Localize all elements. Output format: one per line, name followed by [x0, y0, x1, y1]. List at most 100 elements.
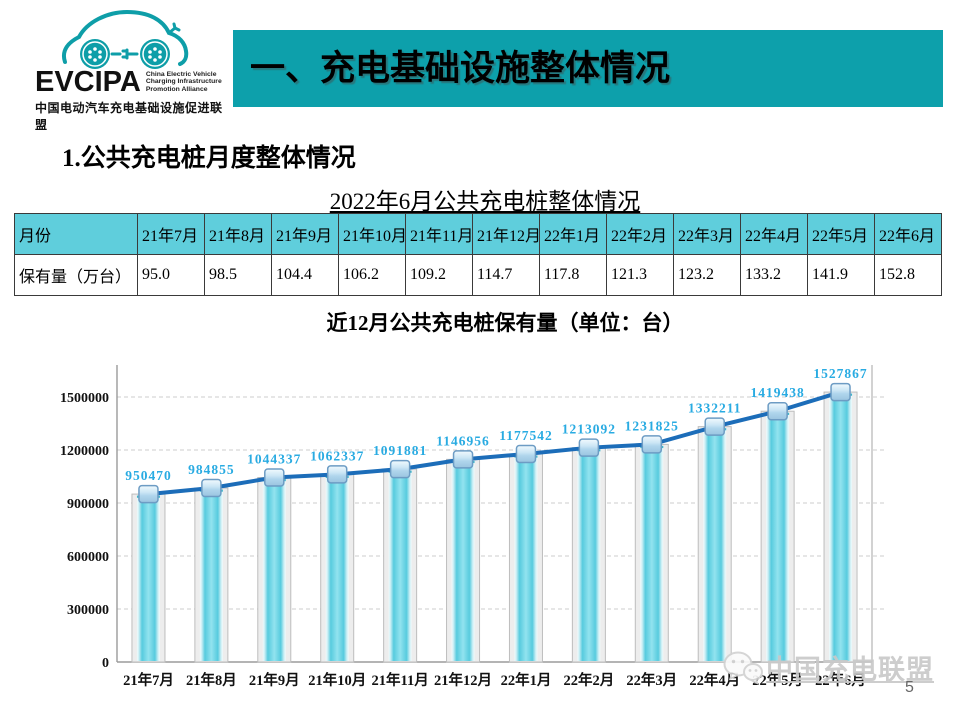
- table-row-label: 保有量（万台）: [14, 254, 138, 296]
- x-axis-label: 22年3月: [626, 671, 677, 689]
- x-axis-label: 21年8月: [186, 671, 237, 689]
- y-axis-label: 900000: [67, 497, 109, 512]
- line-marker: [830, 382, 851, 402]
- column-line-chart: 950470 984855 1044337 1062337 1091881 1146956…: [60, 365, 886, 689]
- y-axis-label: 600000: [67, 550, 109, 565]
- watermark: 中国充电联盟: [722, 648, 934, 687]
- data-label: 1527867: [813, 366, 867, 381]
- data-label: 950470: [125, 468, 172, 483]
- x-axis-label: 22年1月: [501, 671, 552, 689]
- bar: [640, 445, 664, 661]
- title-banner: 一、充电基础设施整体情况: [233, 30, 943, 107]
- line-series: [146, 390, 843, 497]
- line-marker: [389, 459, 411, 479]
- value-cell: 123.2: [673, 254, 741, 296]
- y-axis-label: 300000: [67, 603, 109, 618]
- line-marker: [326, 465, 348, 484]
- data-label: 1062337: [310, 448, 364, 463]
- x-axis-label: 21年11月: [372, 671, 429, 689]
- x-axis-label: 22年2月: [564, 671, 615, 689]
- bar: [577, 449, 601, 661]
- table-title: 2022年6月公共充电桩整体情况: [329, 189, 641, 214]
- bar: [388, 470, 412, 661]
- banner-title: 一、充电基础设施整体情况: [250, 49, 671, 88]
- ev-car-icon: [62, 9, 189, 69]
- month-header-cell: 21年10月: [338, 213, 406, 255]
- month-header-cell: 22年6月: [874, 213, 942, 255]
- y-axis-label: 1500000: [60, 391, 109, 406]
- data-label: 1231825: [625, 418, 679, 433]
- value-cell: 114.7: [472, 254, 540, 296]
- line-marker: [641, 435, 663, 454]
- line-marker: [452, 450, 474, 469]
- line-marker: [515, 444, 537, 464]
- value-cell: 106.2: [338, 254, 406, 296]
- value-cell: 152.8: [874, 254, 942, 296]
- bar: [514, 455, 538, 661]
- chart-title: 近12月公共充电桩保有量（单位：台）: [326, 311, 684, 335]
- x-axis-label: 21年9月: [249, 671, 300, 689]
- line-marker: [767, 401, 788, 421]
- month-header-cell: 22年4月: [740, 213, 808, 255]
- bar: [451, 460, 475, 661]
- data-label: 1332211: [688, 401, 742, 416]
- data-label: 1213092: [562, 422, 616, 437]
- bar: [136, 495, 160, 661]
- monthly-stats-table: 月份 21年7月 21年8月 21年9月 21年10月 21年11月 21年12月 22年1…: [14, 213, 942, 296]
- line-marker: [264, 468, 285, 487]
- line-marker: [138, 484, 159, 504]
- table-header-row: 月份 21年7月 21年8月 21年9月 21年10月 21年11月 21年12月 22年1…: [14, 213, 942, 255]
- page-number: 5: [905, 679, 914, 696]
- x-axis-label: 22年6月: [815, 671, 866, 689]
- logo-acronym: EVCIPA: [35, 66, 141, 98]
- value-cell: 117.8: [539, 254, 607, 296]
- month-header-cell: 21年8月: [204, 213, 272, 255]
- y-axis-label: 0: [102, 656, 109, 671]
- value-cell: 121.3: [606, 254, 674, 296]
- bar: [829, 393, 853, 661]
- data-label: 1146956: [436, 433, 490, 448]
- line-marker: [704, 417, 725, 436]
- value-cell: 141.9: [807, 254, 875, 296]
- data-label: 1044337: [247, 452, 301, 467]
- bar: [766, 412, 790, 661]
- watermark-text: 中国充电联盟: [766, 655, 934, 685]
- data-label: 1419438: [751, 385, 805, 400]
- value-cell: 109.2: [405, 254, 473, 296]
- logo-chinese-name: 中国电动汽车充电基础设施促进联盟: [35, 101, 223, 132]
- value-cell: 95.0: [137, 254, 205, 296]
- value-cell: 98.5: [204, 254, 272, 296]
- bar: [703, 428, 727, 661]
- month-header-cell: 21年7月: [137, 213, 205, 255]
- bar: [262, 479, 286, 661]
- month-header-cell: 22年3月: [673, 213, 741, 255]
- month-header-cell: 21年11月: [405, 213, 473, 255]
- month-header-cell: 21年12月: [472, 213, 540, 255]
- value-cell: 133.2: [740, 254, 808, 296]
- x-axis-label: 21年12月: [434, 671, 492, 689]
- month-header-cell: 22年2月: [606, 213, 674, 255]
- x-axis-label: 21年7月: [123, 671, 174, 689]
- month-header-cell: 22年5月: [807, 213, 875, 255]
- x-axis-label: 21年10月: [308, 671, 366, 689]
- wechat-icon: [723, 651, 763, 685]
- data-label: 984855: [188, 462, 235, 477]
- evcipa-logo: EVCIPA China Electric Vehicle Charging I…: [35, 6, 230, 133]
- line-marker: [578, 438, 600, 457]
- month-header-cell: 22年1月: [539, 213, 607, 255]
- bar: [325, 475, 349, 661]
- data-label: 1177542: [499, 428, 553, 443]
- data-label: 1091881: [373, 443, 427, 458]
- x-axis-label: 22年4月: [689, 671, 740, 689]
- table-value-row: 保有量（万台） 95.0 98.5 104.4 106.2 109.2 114.7 117.…: [14, 254, 942, 296]
- line-marker: [201, 478, 222, 498]
- bar: [199, 489, 223, 661]
- month-header-cell: 21年9月: [271, 213, 339, 255]
- x-axis-label: 22年5月: [752, 671, 803, 689]
- value-cell: 104.4: [271, 254, 339, 296]
- section-heading: 1.公共充电桩月度整体情况: [62, 145, 356, 172]
- table-corner-header: 月份: [14, 213, 138, 255]
- logo-english-name: China Electric Vehicle Charging Infrastr…: [145, 70, 222, 93]
- y-axis-label: 1200000: [60, 444, 109, 459]
